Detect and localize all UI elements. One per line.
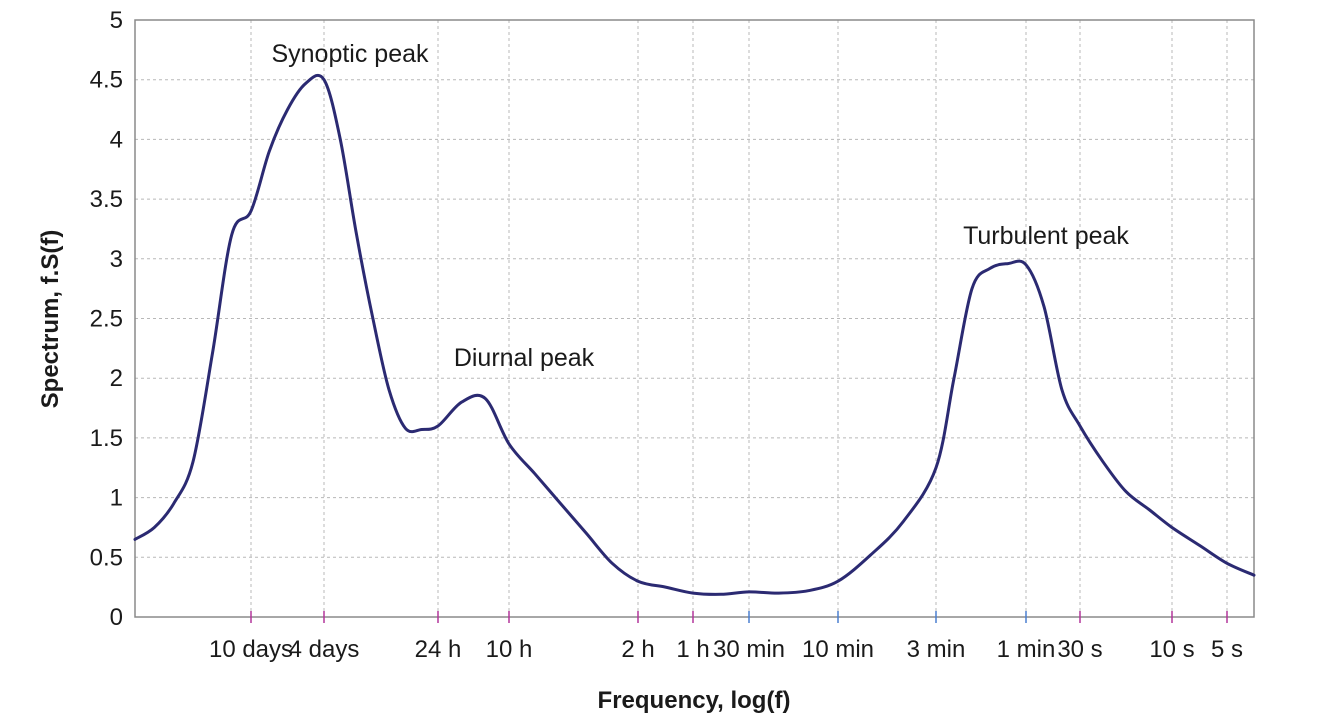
x-tick-label: 5 s (1211, 636, 1243, 663)
y-axis-title: Spectrum, f.S(f) (37, 230, 64, 409)
x-tick-label: 1 min (997, 636, 1056, 663)
peak-annotation: Diurnal peak (454, 344, 595, 372)
y-tick-label: 5 (110, 7, 123, 34)
y-tick-label: 2 (110, 365, 123, 392)
y-tick-label: 1.5 (90, 425, 123, 452)
x-tick-label: 2 h (621, 636, 654, 663)
annotation-layer: Synoptic peak Diurnal peak Turbulent peak (271, 40, 1129, 372)
spectrum-line (133, 73, 1256, 596)
x-axis-title: Frequency, log(f) (598, 687, 791, 714)
x-tick-label: 10 min (802, 636, 874, 663)
y-tick-label: 4.5 (90, 67, 123, 94)
y-tick-label: 3.5 (90, 186, 123, 213)
x-tick-label: 30 s (1057, 636, 1102, 663)
x-tick-label: 30 min (713, 636, 785, 663)
peak-annotation: Turbulent peak (963, 222, 1129, 250)
y-tick-label: 1 (110, 485, 123, 512)
x-tick-label: 3 min (907, 636, 966, 663)
y-tick-label: 4 (110, 126, 123, 153)
plot-frame (134, 19, 1255, 618)
x-tick-label: 10 s (1149, 636, 1194, 663)
y-tick-label: 0.5 (90, 544, 123, 571)
series-layer (133, 73, 1256, 596)
x-tick-label: 4 days (289, 636, 360, 663)
x-tick-label: 24 h (415, 636, 462, 663)
x-tick-label: 10 h (486, 636, 533, 663)
y-tick-label: 3 (110, 246, 123, 273)
axis-layer (134, 19, 1255, 618)
y-tick-label: 0 (110, 604, 123, 631)
grid-layer (135, 19, 1254, 617)
peak-annotation: Synoptic peak (271, 40, 429, 68)
y-tick-label: 2.5 (90, 306, 123, 333)
x-tick-label: 10 days (209, 636, 293, 663)
x-tick-label: 1 h (676, 636, 709, 663)
